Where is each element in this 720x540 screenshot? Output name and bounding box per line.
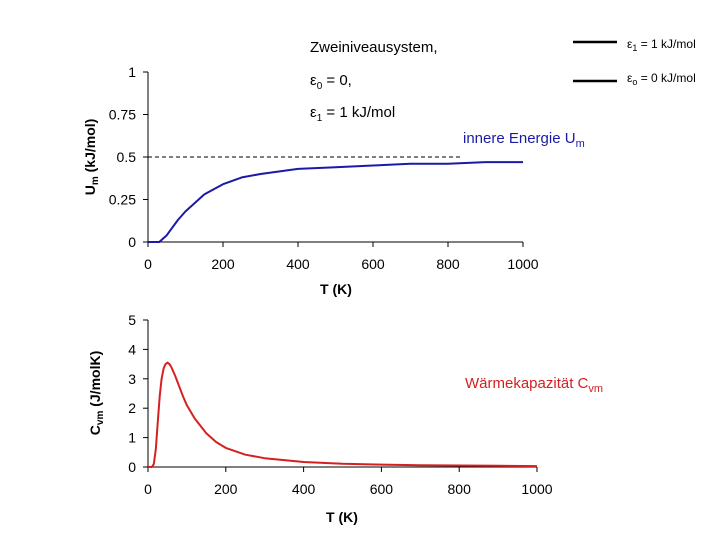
- epsilon0-symbol: ε: [310, 72, 317, 89]
- x-tick-label: 0: [144, 481, 152, 497]
- epsilon1-symbol: ε: [310, 104, 317, 121]
- x-tick-label: 600: [370, 481, 394, 497]
- y-tick-label: 1: [128, 430, 136, 446]
- x-tick-label: 600: [361, 256, 385, 272]
- x-tick-label: 0: [144, 256, 152, 272]
- level0-symbol: ε: [627, 71, 633, 85]
- epsilon1-subscript: 1: [317, 113, 323, 124]
- x-tick-label: 200: [214, 481, 238, 497]
- epsilon0-value: = 0,: [322, 72, 352, 89]
- y-tick-label: 2: [128, 400, 136, 416]
- y-axis-label: Cvm (J/molK): [87, 351, 106, 435]
- y-tick-label: 0.75: [109, 107, 136, 123]
- y-tick-label: 0.25: [109, 192, 136, 208]
- x-tick-label: 200: [211, 256, 235, 272]
- x-tick-label: 800: [436, 256, 460, 272]
- epsilon1-value: = 1 kJ/mol: [322, 104, 395, 121]
- x-tick-label: 1000: [507, 256, 538, 272]
- x-axis-label: T (K): [326, 509, 358, 525]
- level-label-epsilon0: εo = 0 kJ/mol: [627, 71, 696, 87]
- level1-symbol: ε: [627, 37, 633, 51]
- y-tick-label: 1: [128, 64, 136, 80]
- internal-energy-chart: 0 0.25 0.5 0.75 1 0 200 400 600 800 1000 T (K) Um (k…: [82, 64, 585, 297]
- x-tick-label: 400: [286, 256, 310, 272]
- curve-annotation: Wärmekapazität Cvm: [465, 375, 603, 395]
- y-tick-label: 0: [128, 234, 136, 250]
- level1-value: = 1 kJ/mol: [637, 37, 695, 51]
- level-label-epsilon1: ε1 = 1 kJ/mol: [627, 37, 696, 53]
- x-tick-label: 1000: [521, 481, 552, 497]
- y-tick-label: 5: [128, 312, 136, 328]
- epsilon0-subscript: 0: [317, 81, 323, 92]
- level0-subscript: o: [632, 77, 637, 87]
- x-axis-label: T (K): [320, 281, 352, 297]
- x-tick-label: 800: [448, 481, 472, 497]
- level0-value: = 0 kJ/mol: [637, 71, 695, 85]
- series-line-c-vm: [148, 361, 538, 468]
- curve-annotation: innere Energie Um: [463, 130, 585, 150]
- title-text: Zweiniveausystem,: [310, 39, 438, 56]
- heat-capacity-chart: 0 1 2 3 4 5 0 200 400 600 800 1000 T (K) Cvm (J/molK)…: [87, 312, 603, 525]
- y-tick-label: 4: [128, 341, 136, 357]
- series-line-u-m: [148, 161, 523, 243]
- epsilon1-text: ε1 = 1 kJ/mol: [310, 104, 395, 124]
- y-axis-label: Um (kJ/mol): [82, 119, 101, 196]
- y-tick-label: 0.5: [117, 149, 137, 165]
- level1-subscript: 1: [632, 43, 637, 53]
- y-tick-label: 3: [128, 371, 136, 387]
- epsilon0-text: ε0 = 0,: [310, 72, 352, 92]
- x-tick-label: 400: [292, 481, 316, 497]
- y-tick-label: 0: [128, 459, 136, 475]
